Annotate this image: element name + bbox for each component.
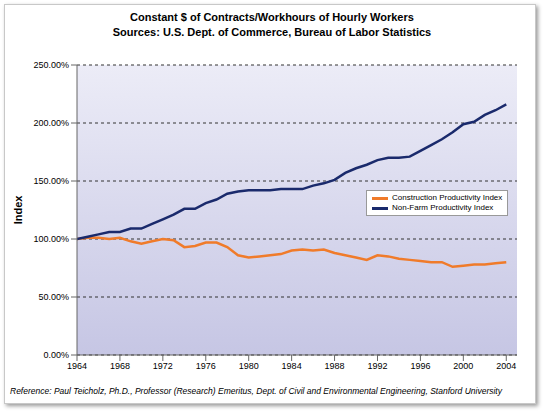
svg-text:1980: 1980 xyxy=(239,361,259,371)
svg-text:50.00%: 50.00% xyxy=(38,292,69,302)
svg-text:2000: 2000 xyxy=(453,361,473,371)
html-text:Constant $ of Contracts/Workho: Constant $ of Contracts/Workhours of Hou… xyxy=(130,11,414,23)
svg-text:150.00%: 150.00% xyxy=(33,176,69,186)
svg-text:1972: 1972 xyxy=(153,361,173,371)
svg-text:1992: 1992 xyxy=(367,361,387,371)
html-text:Non-Farm Productivity Index: Non-Farm Productivity Index xyxy=(392,203,494,212)
html-text:Construction Productivity Inde: Construction Productivity Index xyxy=(392,193,503,202)
svg-text:250.00%: 250.00% xyxy=(33,60,69,70)
svg-text:0.00%: 0.00% xyxy=(43,350,69,360)
svg-text:2004: 2004 xyxy=(496,361,516,371)
svg-text:200.00%: 200.00% xyxy=(33,118,69,128)
svg-text:1976: 1976 xyxy=(196,361,216,371)
svg-text:1988: 1988 xyxy=(325,361,345,371)
html-text:Reference: Paul Teicholz, Ph.D: Reference: Paul Teicholz, Ph.D., Profess… xyxy=(10,386,502,396)
svg-text:100.00%: 100.00% xyxy=(33,234,69,244)
svg-text:1996: 1996 xyxy=(410,361,430,371)
svg-text:1964: 1964 xyxy=(67,361,87,371)
svg-text:1968: 1968 xyxy=(110,361,130,371)
svg-text:1984: 1984 xyxy=(282,361,302,371)
svg-text:Index: Index xyxy=(12,195,24,225)
html-text:Sources: U.S. Dept. of Commerc: Sources: U.S. Dept. of Commerce, Bureau … xyxy=(112,26,432,38)
